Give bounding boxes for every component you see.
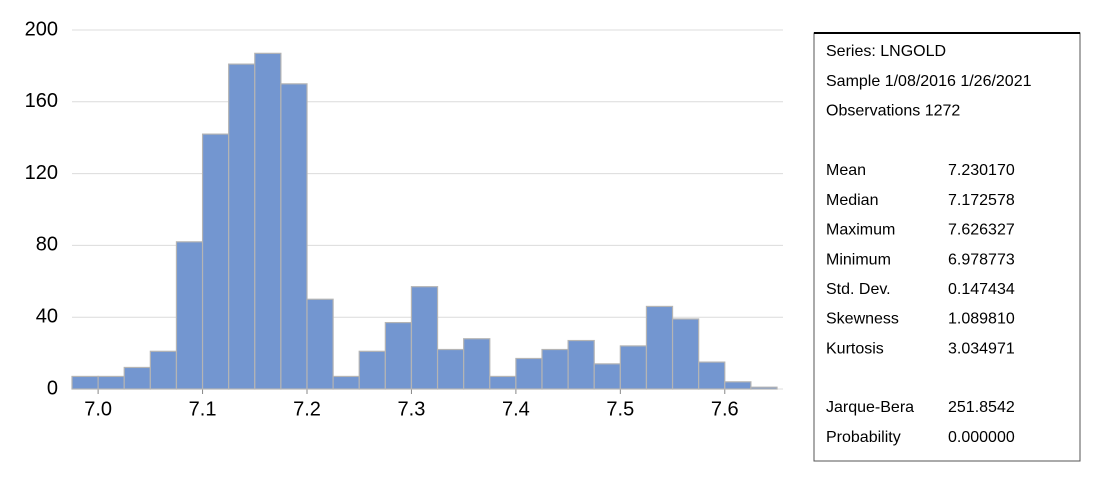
bar [332,375,360,390]
y-tick-label: 120 [25,162,58,184]
stats-header: Sample 1/08/2016 1/26/2021 [826,73,1032,90]
stat-label: Maximum [826,222,895,239]
bar [149,350,178,390]
bar [201,133,230,390]
stat-value: 7.626327 [948,222,1015,239]
bar [671,318,700,390]
x-tick-label: 7.6 [711,398,739,420]
bar [410,286,439,390]
x-tick-label: 7.5 [606,398,634,420]
bar [619,345,648,390]
x-tick-label: 7.4 [502,398,530,420]
bar [71,375,99,390]
stat-value: 3.034971 [948,340,1015,357]
stat-label: Kurtosis [826,340,884,357]
bar [593,363,621,390]
bar [123,366,151,390]
bar [97,375,125,390]
y-tick-label: 160 [25,90,58,112]
stat-value: 7.172578 [948,192,1015,209]
bar [280,83,308,390]
stat-label: Minimum [826,251,891,268]
x-tick-label: 7.2 [293,398,321,420]
stats-box [813,32,1081,462]
stat-label: Probability [826,429,901,446]
bar [645,305,674,390]
bar [384,321,413,390]
stat-value: 0.147434 [948,281,1015,298]
stat-label: Median [826,192,878,209]
stats-header: Observations 1272 [826,103,960,120]
stat-value: 1.089810 [948,311,1015,328]
stat-value: 251.8542 [948,399,1015,416]
bar [750,386,778,390]
y-tick-label: 200 [25,18,58,40]
stat-value: 7.230170 [948,162,1015,179]
y-tick-label: 0 [47,377,58,399]
bar [515,357,543,390]
bar [567,339,595,390]
stat-value: 6.978773 [948,251,1015,268]
x-tick-label: 7.0 [84,398,112,420]
x-tick-label: 7.1 [189,398,217,420]
bar [436,348,465,390]
bar [698,361,726,390]
y-tick-label: 80 [36,234,58,256]
stat-value: 0.000000 [948,429,1015,446]
bar [463,338,491,390]
bar [358,350,386,390]
x-tick-label: 7.3 [398,398,426,420]
stat-label: Mean [826,162,866,179]
bar [724,381,752,390]
bar [489,375,517,390]
bar [228,63,256,390]
stat-label: Std. Dev. [826,281,891,298]
stat-label: Jarque-Bera [826,399,914,416]
bar [541,348,569,390]
y-tick-label: 40 [36,305,58,327]
stats-header: Series: LNGOLD [826,43,946,60]
stat-label: Skewness [826,311,899,328]
bar [306,298,334,390]
bar [254,52,282,390]
bar [175,241,204,390]
